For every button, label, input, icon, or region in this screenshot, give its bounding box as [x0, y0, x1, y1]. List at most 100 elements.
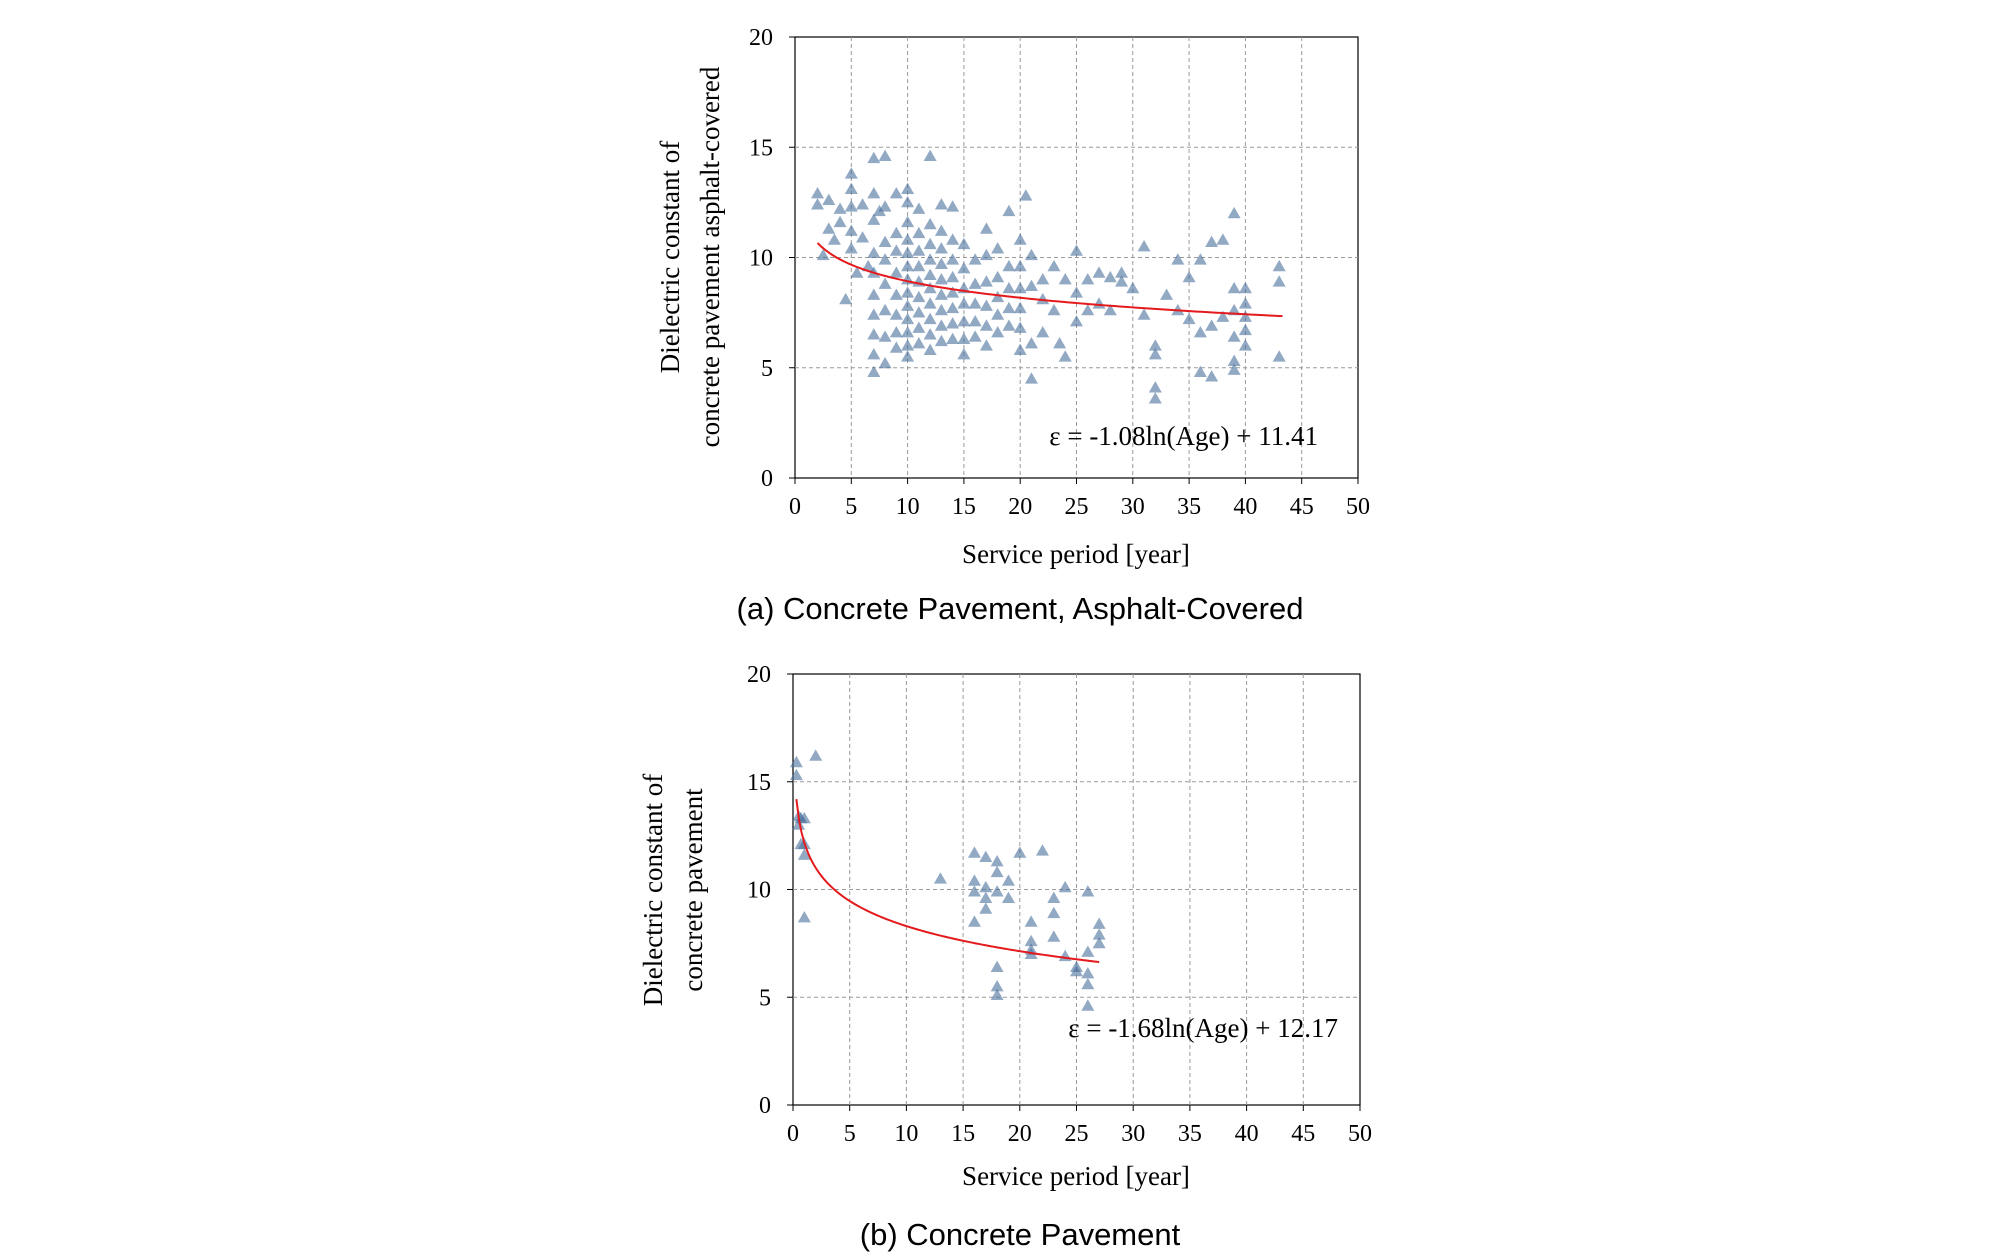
- data-point-a: [1137, 239, 1151, 252]
- data-point-a: [991, 290, 1005, 303]
- data-point-a: [1238, 310, 1252, 322]
- data-point-a: [811, 198, 825, 210]
- x-tick-label-b: 30: [1121, 1121, 1145, 1147]
- chart-panel-a: 0 5 10 15 20 25 30 35 40 45 50 0 5 10 15 20 ε = -1.08l…: [655, 25, 1370, 626]
- data-point-a: [878, 303, 892, 316]
- data-point-a: [1024, 372, 1038, 384]
- x-tick-label-a: 45: [1290, 494, 1314, 520]
- data-point-a: [1148, 381, 1162, 393]
- y-tick-label-b: 0: [759, 1093, 771, 1119]
- data-point-a: [923, 343, 937, 355]
- caption-a: (a) Concrete Pavement, Asphalt-Covered: [737, 591, 1304, 626]
- data-point-a: [822, 193, 836, 206]
- data-point-a: [923, 149, 937, 161]
- data-point-a: [923, 217, 937, 230]
- data-point-b: [1035, 844, 1049, 856]
- x-tick-label-b: 5: [844, 1121, 856, 1147]
- data-point-a: [934, 242, 948, 254]
- data-point-a: [979, 319, 993, 331]
- data-point-a: [901, 350, 915, 362]
- data-point-a: [878, 356, 892, 369]
- data-point-a: [1092, 266, 1106, 278]
- y-tick-labels-b: 0 5 10 15 20: [747, 662, 793, 1119]
- data-point-a: [934, 288, 948, 300]
- data-point-a: [1070, 286, 1083, 298]
- data-point-a: [1002, 281, 1016, 294]
- data-point-a: [912, 321, 926, 333]
- data-point-a: [946, 253, 960, 265]
- x-tick-label-a: 20: [1008, 494, 1032, 520]
- data-point-b: [792, 818, 806, 830]
- data-point-b: [990, 988, 1004, 1000]
- data-point-b: [979, 891, 993, 903]
- data-point-a: [867, 308, 881, 320]
- data-point-a: [979, 339, 993, 351]
- x-tick-label-b: 0: [787, 1121, 799, 1147]
- data-point-b: [797, 811, 811, 824]
- data-point-a: [912, 202, 926, 214]
- data-point-a: [1103, 303, 1117, 316]
- data-point-a: [1047, 303, 1061, 316]
- data-point-a: [856, 198, 870, 210]
- data-point-a: [827, 233, 841, 245]
- data-point-a: [1182, 270, 1196, 283]
- y-tick-label-a: 15: [749, 135, 773, 161]
- fit-equation-a: ε = -1.08ln(Age) + 11.41: [1049, 421, 1318, 451]
- grid-b: [793, 674, 1360, 1105]
- data-point-a: [867, 288, 881, 300]
- data-point-a: [934, 273, 948, 285]
- fit-curve-a: [816, 242, 1283, 318]
- data-point-a: [979, 299, 993, 311]
- data-point-a: [1024, 336, 1038, 349]
- y-tick-label-a: 10: [749, 246, 773, 272]
- data-point-a: [946, 270, 960, 283]
- data-point-a: [1024, 279, 1038, 292]
- x-tick-label-a: 15: [952, 494, 976, 520]
- data-point-b: [1070, 964, 1083, 977]
- data-point-a: [839, 292, 853, 305]
- data-point-a: [1227, 330, 1241, 342]
- x-tick-label-a: 30: [1121, 494, 1145, 520]
- data-point-a: [979, 222, 993, 234]
- data-point-b: [1024, 915, 1038, 927]
- data-point-a: [1070, 314, 1083, 327]
- data-point-a: [1115, 275, 1129, 287]
- data-point-a: [878, 200, 892, 212]
- data-point-a: [1272, 275, 1286, 287]
- data-point-a: [991, 308, 1005, 320]
- data-point-a: [991, 325, 1005, 338]
- data-point-b: [1081, 885, 1095, 897]
- data-point-a: [850, 266, 864, 278]
- data-point-a: [1002, 319, 1016, 331]
- y-axis-title-b: Dielectric constant of concrete pavement: [638, 774, 708, 1006]
- data-point-a: [844, 224, 858, 236]
- y-axis-title-a-line2: concrete pavement asphalt-covered: [695, 66, 725, 447]
- data-point-a: [889, 226, 903, 239]
- y-axis-title-a: Dielectric constant of concrete pavement…: [655, 66, 725, 447]
- x-tick-label-a: 35: [1177, 494, 1201, 520]
- data-point-a: [923, 253, 937, 265]
- y-axis-title-b-line1: Dielectric constant of: [638, 774, 668, 1006]
- y-axis-title-b-line2: concrete pavement: [678, 788, 708, 992]
- data-point-a: [1216, 310, 1230, 322]
- data-point-a: [946, 317, 960, 329]
- data-point-a: [979, 248, 993, 261]
- data-point-a: [1013, 281, 1027, 294]
- data-point-a: [946, 233, 960, 245]
- data-point-a: [1036, 292, 1050, 305]
- fit-curve-b: [795, 799, 1100, 964]
- data-point-a: [901, 195, 915, 208]
- data-point-a: [889, 187, 903, 199]
- data-point-a: [946, 200, 960, 212]
- data-point-a: [1205, 370, 1219, 382]
- data-point-a: [946, 301, 960, 314]
- data-point-a: [901, 246, 915, 258]
- x-tick-label-b: 40: [1235, 1121, 1259, 1147]
- data-point-a: [878, 149, 892, 161]
- y-tick-label-b: 15: [747, 770, 771, 796]
- y-axis-title-a-line1: Dielectric constant of: [655, 141, 685, 373]
- data-point-b: [789, 755, 803, 768]
- data-point-a: [844, 167, 858, 179]
- data-point-a: [878, 235, 892, 247]
- data-point-a: [1227, 206, 1241, 219]
